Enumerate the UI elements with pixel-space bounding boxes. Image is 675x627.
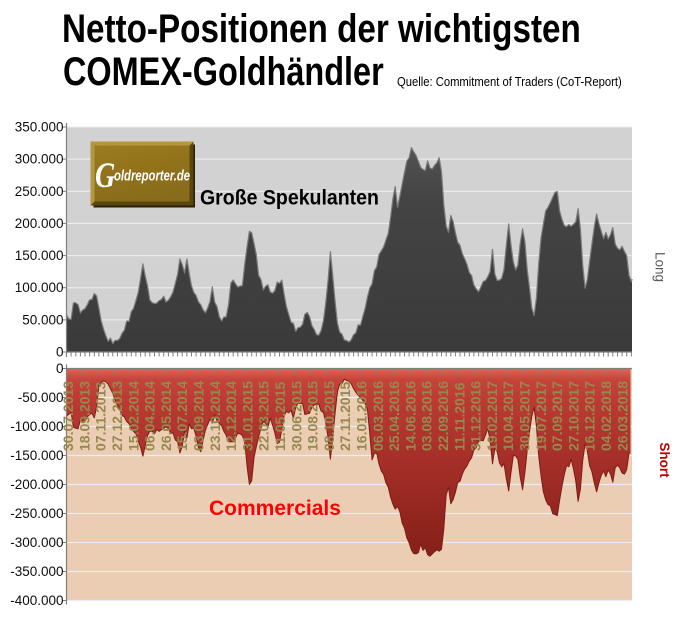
- svg-text:Short: Short: [657, 442, 672, 478]
- svg-text:22.09.2016: 22.09.2016: [435, 381, 451, 451]
- svg-text:22.03.2015: 22.03.2015: [256, 381, 272, 451]
- svg-text:150.000: 150.000: [15, 248, 64, 263]
- svg-text:Netto-Positionen der wichtigst: Netto-Positionen der wichtigsten: [62, 6, 581, 51]
- svg-text:-350.000: -350.000: [10, 564, 63, 579]
- svg-text:-50.000: -50.000: [18, 390, 64, 405]
- svg-text:07.11.2013: 07.11.2013: [93, 381, 109, 451]
- svg-text:oldreporter.de: oldreporter.de: [114, 167, 190, 184]
- svg-text:26.03.2018: 26.03.2018: [614, 381, 630, 451]
- svg-text:03.09.2014: 03.09.2014: [191, 381, 207, 451]
- svg-text:100.000: 100.000: [15, 280, 64, 295]
- svg-text:25.04.2016: 25.04.2016: [386, 381, 402, 451]
- svg-text:04.02.2018: 04.02.2018: [598, 381, 614, 451]
- svg-text:19.08.2015: 19.08.2015: [305, 381, 321, 451]
- svg-text:26.05.2014: 26.05.2014: [158, 381, 174, 451]
- svg-text:12.12.2014: 12.12.2014: [223, 381, 239, 451]
- svg-text:350.000: 350.000: [15, 120, 64, 135]
- svg-text:06.04.2014: 06.04.2014: [142, 381, 158, 451]
- svg-text:27.10.2017: 27.10.2017: [565, 381, 581, 451]
- svg-text:-400.000: -400.000: [10, 593, 63, 608]
- svg-text:27.11.2015: 27.11.2015: [337, 381, 353, 451]
- svg-text:03.08.2016: 03.08.2016: [419, 381, 435, 451]
- svg-text:31.01.2015: 31.01.2015: [239, 381, 255, 451]
- svg-text:11.05.2015: 11.05.2015: [272, 381, 288, 451]
- svg-text:Quelle: Commitment of Traders: Quelle: Commitment of Traders (CoT-Repor…: [397, 74, 622, 89]
- svg-text:15.07.2014: 15.07.2014: [174, 381, 190, 451]
- svg-text:0: 0: [56, 345, 64, 360]
- svg-text:-250.000: -250.000: [10, 506, 63, 521]
- svg-text:30.05.2017: 30.05.2017: [517, 381, 533, 451]
- svg-text:06.03.2016: 06.03.2016: [370, 381, 386, 451]
- svg-text:16.01.2016: 16.01.2016: [354, 381, 370, 451]
- svg-text:30.06.2015: 30.06.2015: [288, 381, 304, 451]
- svg-text:COMEX-Goldhändler: COMEX-Goldhändler: [63, 49, 384, 94]
- svg-text:200.000: 200.000: [15, 216, 64, 231]
- svg-text:Long: Long: [653, 252, 668, 282]
- svg-text:18.09.2013: 18.09.2013: [76, 381, 92, 451]
- svg-text:50.000: 50.000: [22, 312, 63, 327]
- svg-text:31.12.2016: 31.12.2016: [468, 381, 484, 451]
- svg-text:0: 0: [56, 361, 64, 376]
- svg-text:19.02.2017: 19.02.2017: [484, 381, 500, 451]
- svg-text:07.09.2017: 07.09.2017: [549, 381, 565, 451]
- svg-text:14.06.2016: 14.06.2016: [402, 381, 418, 451]
- svg-text:19.07.2017: 19.07.2017: [533, 381, 549, 451]
- svg-text:11.11.2016: 11.11.2016: [451, 382, 467, 451]
- svg-text:08.10.2015: 08.10.2015: [321, 381, 337, 451]
- svg-text:23.10.2014: 23.10.2014: [207, 381, 223, 451]
- svg-text:250.000: 250.000: [15, 184, 64, 199]
- svg-text:-200.000: -200.000: [10, 477, 63, 492]
- svg-text:30.07.2013: 30.07.2013: [60, 381, 76, 451]
- svg-text:Commercials: Commercials: [209, 497, 341, 520]
- svg-text:27.12.2013: 27.12.2013: [109, 381, 125, 451]
- svg-text:-100.000: -100.000: [10, 419, 63, 434]
- svg-text:15.02.2014: 15.02.2014: [125, 381, 141, 451]
- svg-text:10.04.2017: 10.04.2017: [500, 381, 516, 451]
- svg-text:-300.000: -300.000: [10, 535, 63, 550]
- svg-text:Große Spekulanten: Große Spekulanten: [200, 187, 379, 210]
- svg-text:G: G: [95, 155, 115, 195]
- svg-text:16.12.2017: 16.12.2017: [582, 381, 598, 451]
- svg-text:-150.000: -150.000: [10, 448, 63, 463]
- svg-text:300.000: 300.000: [15, 152, 64, 167]
